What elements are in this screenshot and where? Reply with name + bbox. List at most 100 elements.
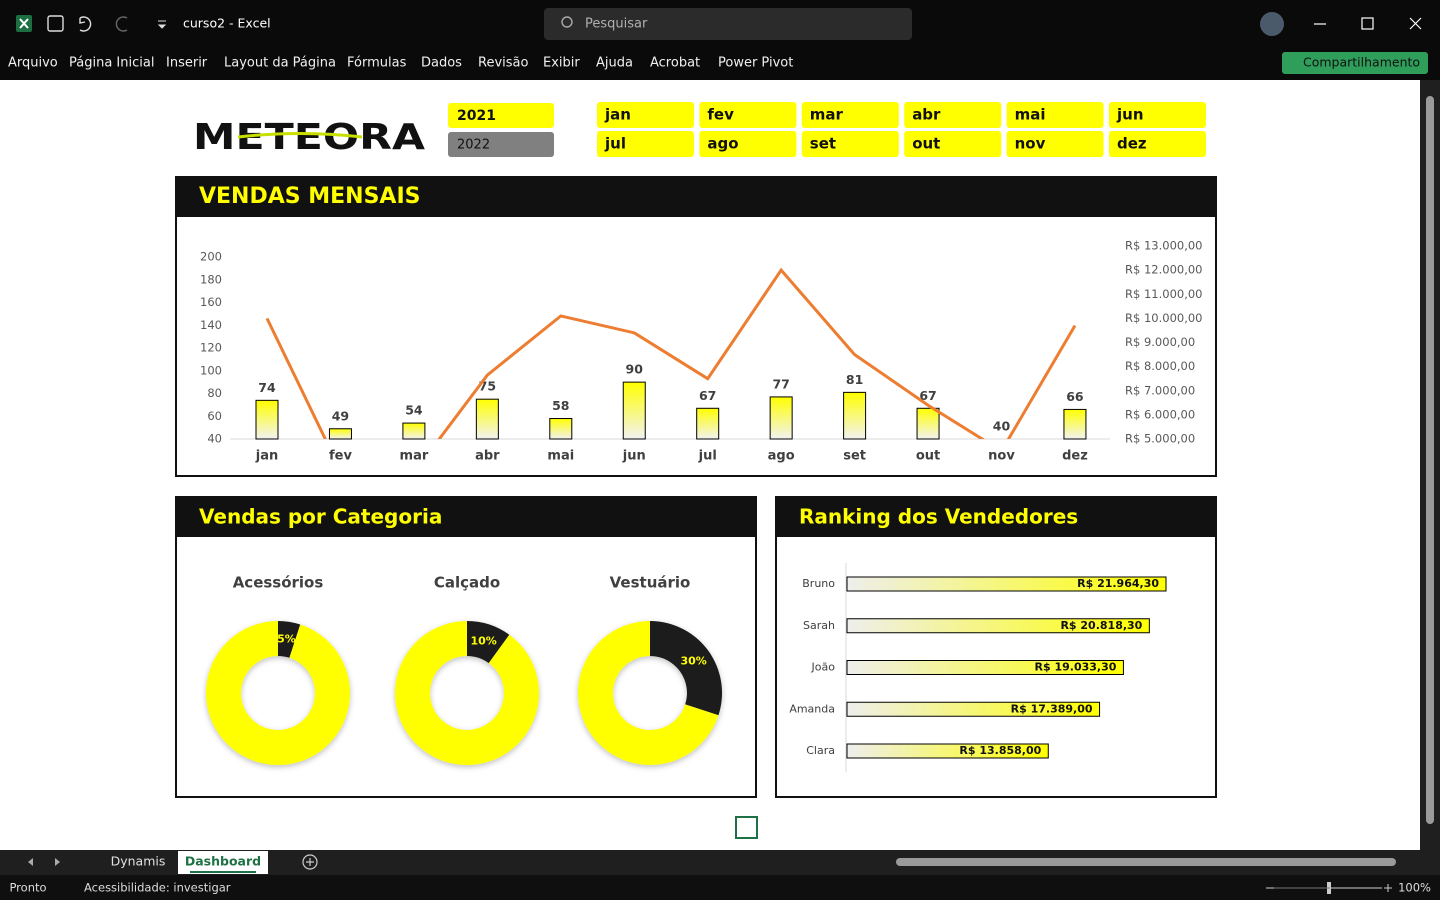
bar xyxy=(843,391,867,440)
quick-access-menu[interactable] xyxy=(157,20,167,29)
bar xyxy=(846,701,1101,717)
month-button[interactable] xyxy=(597,131,694,157)
month-button[interactable] xyxy=(597,102,694,128)
month-button[interactable] xyxy=(801,102,899,128)
month-label: jun xyxy=(1116,106,1144,124)
bar-value-label: 40 xyxy=(993,419,1011,434)
scroll-thumb[interactable] xyxy=(1426,96,1434,824)
bar-value-label: 74 xyxy=(258,380,276,395)
month-label: ago xyxy=(707,135,738,153)
y2-tick-label: R$ 9.000,00 xyxy=(1125,335,1195,349)
excel-icon-mark xyxy=(19,18,29,29)
active-cell[interactable] xyxy=(735,816,758,839)
bar xyxy=(846,618,1150,634)
bar-value-label: R$ 17.389,00 xyxy=(1011,702,1093,715)
menu-item[interactable]: Ajuda xyxy=(596,56,633,71)
bar xyxy=(402,422,426,440)
tab-scroll-left[interactable] xyxy=(28,858,33,866)
search-box[interactable] xyxy=(544,8,912,40)
month-button[interactable] xyxy=(904,131,1002,157)
y-tick-label: 80 xyxy=(207,386,222,400)
y2-tick-label: R$ 11.000,00 xyxy=(1125,287,1203,301)
x-tick-label: set xyxy=(843,449,866,464)
x-tick-label: mai xyxy=(547,449,574,464)
tab-scroll-right[interactable] xyxy=(55,858,60,866)
menu-item[interactable]: Layout da Página xyxy=(224,56,336,71)
donut-segment xyxy=(206,621,350,765)
year-label: 2021 xyxy=(457,108,496,124)
donut-title: Calçado xyxy=(434,574,500,592)
month-label: mar xyxy=(810,106,844,124)
panel-title: VENDAS MENSAIS xyxy=(199,184,421,209)
panel-title: Vendas por Categoria xyxy=(199,505,442,529)
menu-item[interactable]: Power Pivot xyxy=(718,56,793,71)
sheet-tab[interactable]: Dashboard xyxy=(185,854,261,869)
undo-button[interactable] xyxy=(79,16,92,32)
active-tab-underline xyxy=(190,871,256,873)
y-tick-label: 140 xyxy=(200,318,222,332)
donut-segment xyxy=(467,621,510,664)
bar-value-label: 90 xyxy=(626,362,644,377)
logo-swoosh xyxy=(237,132,363,139)
menu-item[interactable]: Arquivo xyxy=(8,56,58,71)
year-button[interactable] xyxy=(448,132,554,157)
redo-button[interactable] xyxy=(115,16,128,32)
menu-item[interactable]: Exibir xyxy=(543,56,580,71)
search-placeholder: Pesquisar xyxy=(585,17,648,32)
horizontal-scroll-thumb[interactable] xyxy=(896,858,1396,866)
bar xyxy=(475,398,499,440)
panel-title: Ranking dos Vendedores xyxy=(799,505,1078,529)
line-series xyxy=(265,267,1077,439)
bar-value-label: R$ 20.818,30 xyxy=(1060,619,1142,632)
donut-value-label: 30% xyxy=(681,654,707,667)
y2-tick-label: R$ 12.000,00 xyxy=(1125,263,1203,277)
add-sheet-icon xyxy=(306,858,314,866)
month-button[interactable] xyxy=(1109,102,1206,128)
menu-item[interactable]: Revisão xyxy=(478,56,528,71)
status-bar xyxy=(0,875,1440,900)
restore-button[interactable] xyxy=(1361,17,1374,30)
donut-segment xyxy=(278,621,301,658)
y-tick-label: Sarah xyxy=(803,619,835,632)
active-tab-bg xyxy=(178,851,268,874)
menu-item[interactable]: Dados xyxy=(421,56,462,71)
month-button[interactable] xyxy=(699,102,797,128)
month-button[interactable] xyxy=(904,102,1002,128)
y2-tick-label: R$ 8.000,00 xyxy=(1125,359,1195,373)
donut-value-label: 5% xyxy=(277,633,296,646)
bar xyxy=(846,660,1124,675)
x-tick-label: dez xyxy=(1062,449,1088,464)
month-button[interactable] xyxy=(1006,102,1104,128)
year-button[interactable] xyxy=(448,103,554,128)
menu-item[interactable]: Acrobat xyxy=(650,56,700,71)
y-tick-label: Amanda xyxy=(789,702,835,715)
zoom-level: 100% xyxy=(1398,881,1431,895)
panel-header xyxy=(776,497,1216,537)
x-tick-label: out xyxy=(916,449,940,464)
menu-item[interactable]: Inserir xyxy=(166,56,208,71)
menu-item[interactable]: Página Inicial xyxy=(69,56,154,71)
add-sheet-button[interactable] xyxy=(302,854,318,870)
bar-value-label: R$ 13.858,00 xyxy=(959,744,1041,757)
month-button[interactable] xyxy=(1006,131,1104,157)
donut-title: Vestuário xyxy=(610,574,691,592)
share-button[interactable] xyxy=(1282,52,1428,74)
bar xyxy=(255,399,279,440)
month-button[interactable] xyxy=(699,131,797,157)
save-button[interactable] xyxy=(47,15,64,32)
sheet-tab[interactable]: Dynamis xyxy=(111,854,166,869)
menu-item[interactable]: Fórmulas xyxy=(347,56,407,71)
x-tick-label: nov xyxy=(988,449,1015,464)
panel-header xyxy=(176,177,1216,217)
month-button[interactable] xyxy=(801,131,899,157)
zoom-slider[interactable] xyxy=(1266,884,1392,892)
y-tick-label: 100 xyxy=(200,363,222,377)
user-avatar[interactable] xyxy=(1260,12,1284,36)
month-label: jul xyxy=(604,135,626,153)
status-ready: Pronto xyxy=(9,881,46,895)
month-button[interactable] xyxy=(1109,131,1206,157)
month-label: nov xyxy=(1015,135,1046,153)
close-button[interactable] xyxy=(1409,17,1422,30)
accessibility-status[interactable]: Acessibilidade: investigar xyxy=(84,881,231,895)
